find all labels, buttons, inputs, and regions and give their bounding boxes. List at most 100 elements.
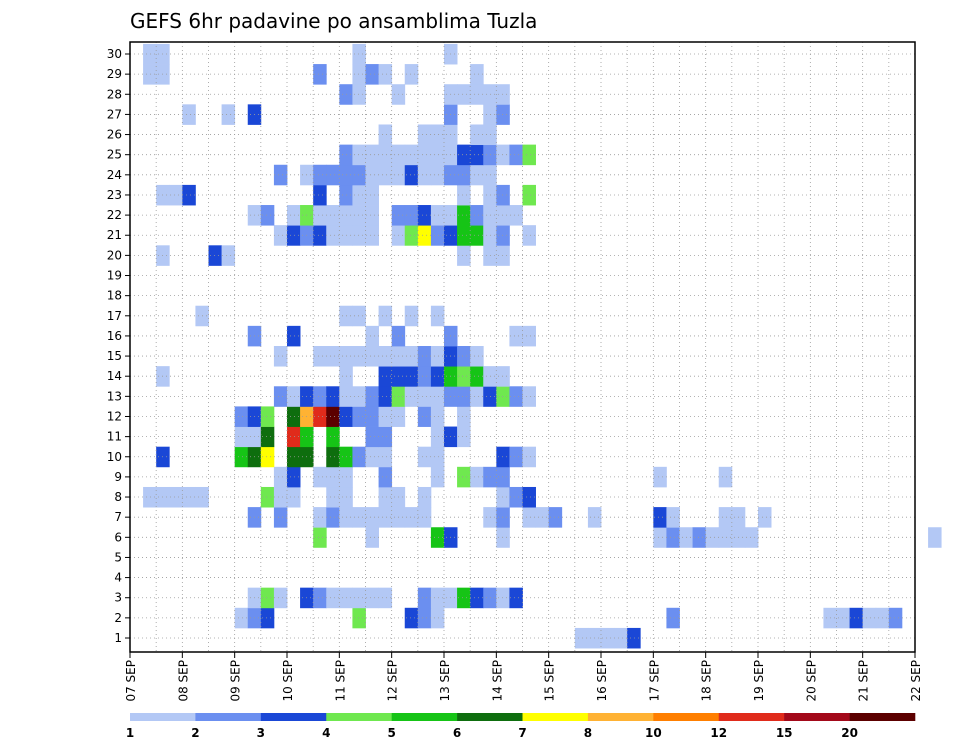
colorbar-label: 7	[518, 726, 526, 740]
heatmap-cell	[287, 466, 301, 488]
heatmap-cell	[404, 386, 419, 407]
heatmap-cell	[313, 64, 327, 85]
heatmap-cell	[509, 144, 523, 166]
heatmap-cell	[522, 446, 536, 468]
heatmap-cell	[483, 184, 497, 206]
heatmap-cell	[365, 446, 379, 468]
heatmap-cell	[313, 507, 327, 528]
heatmap-cell	[287, 446, 301, 468]
heatmap-cell	[352, 225, 366, 246]
heatmap-cell	[496, 104, 510, 125]
y-tick-label: 9	[114, 470, 122, 484]
heatmap-cell	[365, 205, 379, 226]
heatmap-cell	[313, 346, 327, 367]
heatmap-cell	[457, 587, 471, 609]
heatmap-cell	[509, 325, 523, 347]
heatmap-cell	[496, 527, 510, 548]
heatmap-cell	[470, 205, 484, 226]
heatmap-cell	[666, 507, 680, 528]
heatmap-cell	[522, 144, 536, 166]
heatmap-cell	[483, 507, 497, 528]
x-tick-label: 19 SEP	[752, 660, 766, 702]
heatmap-cell	[352, 305, 366, 327]
heatmap-cell	[365, 325, 379, 347]
heatmap-cell	[496, 225, 510, 246]
y-tick-label: 2	[114, 611, 122, 625]
heatmap-cell	[430, 406, 445, 427]
heatmap-cell	[496, 84, 510, 105]
heatmap-cell	[417, 406, 432, 427]
heatmap-cell	[404, 64, 419, 85]
colorbar-swatch	[522, 713, 589, 721]
y-tick-label: 3	[114, 591, 122, 605]
heatmap-cell	[457, 426, 471, 448]
heatmap-cell	[352, 144, 366, 166]
heatmap-cell	[666, 607, 680, 629]
heatmap-cell	[273, 346, 288, 367]
heatmap-cell	[470, 587, 484, 609]
heatmap-cell	[496, 587, 510, 609]
heatmap-cell	[378, 486, 393, 508]
heatmap-cell	[273, 225, 288, 246]
heatmap-cell	[483, 205, 497, 226]
heatmap-cell	[352, 587, 366, 609]
heatmap-cell	[352, 164, 366, 186]
colorbar-swatch	[718, 713, 785, 721]
x-tick-label: 10 SEP	[281, 660, 295, 702]
colorbar-swatch	[326, 713, 392, 721]
heatmap-cell	[470, 84, 484, 105]
heatmap-cell	[483, 144, 497, 166]
heatmap-cell	[430, 426, 445, 448]
heatmap-cell	[365, 527, 379, 548]
heatmap-cell	[457, 406, 471, 427]
heatmap-cell	[705, 527, 720, 548]
colorbar-swatch	[849, 713, 916, 721]
heatmap-cell	[417, 507, 432, 528]
heatmap-cell	[470, 346, 484, 367]
heatmap-cell	[836, 607, 850, 629]
heatmap-cell	[457, 205, 471, 226]
x-tick-label: 09 SEP	[229, 660, 243, 702]
y-tick-label: 23	[107, 188, 122, 202]
heatmap-cell	[313, 386, 327, 407]
heatmap-cell	[326, 164, 340, 186]
heatmap-cell	[470, 225, 484, 246]
heatmap-cell	[260, 205, 275, 226]
x-tick-label: 08 SEP	[176, 660, 190, 702]
heatmap-cell	[326, 225, 340, 246]
heatmap-cell	[326, 466, 340, 488]
heatmap-cell	[457, 184, 471, 206]
heatmap-cell	[417, 446, 432, 468]
heatmap-cell	[326, 446, 340, 468]
heatmap-cell	[470, 164, 484, 186]
heatmap-cell	[404, 225, 419, 246]
heatmap-cell	[234, 607, 249, 629]
colorbar-label: 12	[710, 726, 727, 740]
y-tick-label: 4	[114, 571, 122, 585]
heatmap-cell	[169, 184, 183, 206]
heatmap-cell	[365, 507, 379, 528]
heatmap-cell	[404, 507, 419, 528]
heatmap-cell	[182, 184, 196, 206]
heatmap-cell	[378, 346, 393, 367]
heatmap-cell	[430, 346, 445, 367]
heatmap-cell	[143, 486, 157, 508]
y-tick-label: 26	[107, 128, 122, 142]
colorbar: 1 2 3 4 5 6 7 8 10 12 15 20	[126, 713, 916, 740]
heatmap-cell	[496, 245, 510, 266]
heatmap-cell	[457, 466, 471, 488]
heatmap-cell	[378, 426, 393, 448]
heatmap-cell	[404, 205, 419, 226]
heatmap-cell	[404, 144, 419, 166]
heatmap-cell	[483, 104, 497, 125]
heatmap-cell	[483, 466, 497, 488]
grid-lines	[130, 42, 915, 652]
heatmap-cell	[430, 144, 445, 166]
chart-title: GEFS 6hr padavine po ansamblima Tuzla	[130, 9, 537, 33]
heatmap-cell	[352, 386, 366, 407]
y-tick-label: 10	[107, 450, 122, 464]
heatmap-cell	[352, 43, 366, 65]
heatmap-cell	[430, 587, 445, 609]
heatmap-cell	[378, 446, 393, 468]
heatmap-cell	[365, 346, 379, 367]
